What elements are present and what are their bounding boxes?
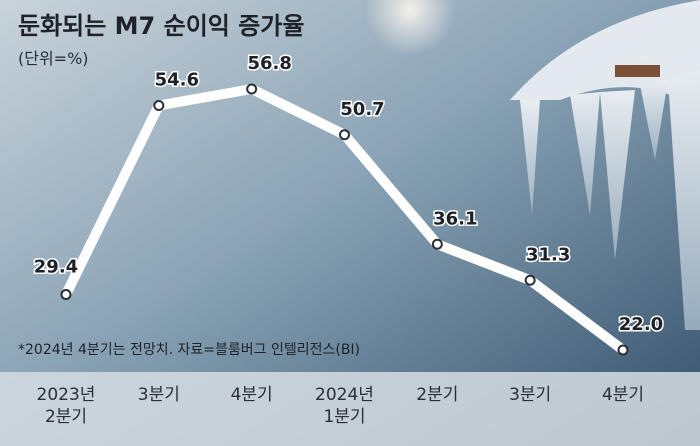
marker	[431, 238, 443, 250]
x-tick-label: 3분기	[137, 385, 180, 405]
value-label: 56.8	[247, 53, 291, 74]
axis-band	[0, 372, 700, 446]
icicles	[510, 0, 700, 330]
marker	[524, 274, 536, 286]
value-label: 29.4	[34, 257, 78, 278]
x-tick-label: 4분기	[601, 385, 645, 405]
light	[365, 0, 455, 55]
marker	[246, 83, 258, 95]
marker	[60, 289, 72, 300]
x-tick-label: 2024년 1분기	[315, 385, 374, 427]
marker	[617, 344, 629, 356]
note: *2024년 4분기는 전망치. 자료=블룸버그 인텔리전스(BI)	[18, 342, 360, 358]
x-tick-label: 2분기	[416, 385, 459, 405]
chart-title: 둔화되는 M7 순이익 증가율	[18, 12, 304, 40]
marker	[153, 100, 165, 111]
marker	[339, 129, 350, 141]
value-label: 50.7	[340, 99, 384, 120]
x-tick-label: 3분기	[509, 385, 552, 405]
value-label: 54.6	[155, 70, 199, 91]
x-tick-label: 2023년 2분기	[36, 385, 96, 427]
value-label: 36.1	[433, 208, 477, 229]
value-label: 22.0	[619, 314, 663, 335]
value-label: 31.3	[526, 244, 570, 265]
chart-subtitle: (단위=%)	[18, 49, 89, 68]
x-tick-label: 4분기	[230, 385, 273, 405]
